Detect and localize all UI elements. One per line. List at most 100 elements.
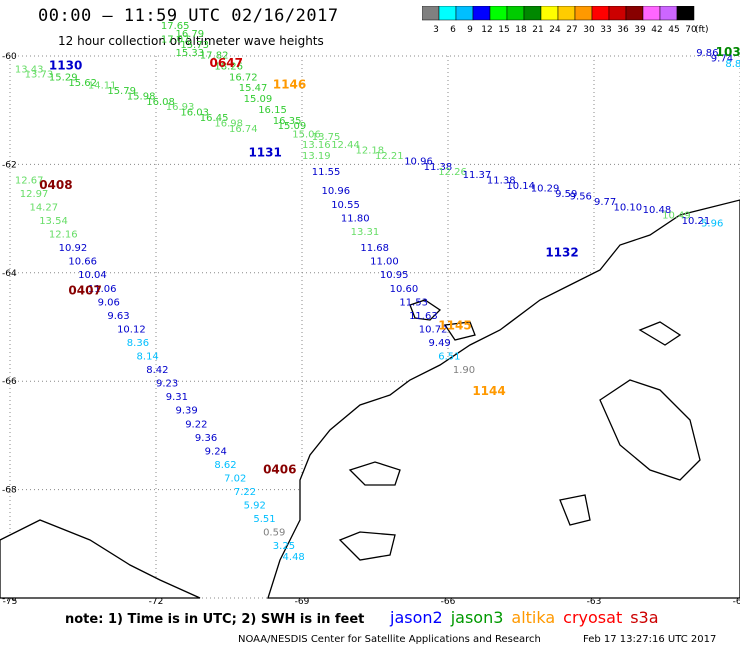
legend-label: 21 (532, 25, 543, 35)
wave-height-value: 9.56 (570, 192, 592, 203)
wave-height-value: 8.36 (127, 338, 149, 349)
longitude-tick-label: -60 (733, 597, 740, 605)
pass-time-label: 1131 (248, 145, 281, 159)
latitude-tick-label: -64 (2, 269, 17, 279)
credit-text: NOAA/NESDIS Center for Satellite Applica… (238, 634, 541, 645)
wave-height-value: 12.67 (15, 175, 44, 186)
wave-height-value: 16.98 (214, 118, 243, 129)
wave-height-value: 16.15 (258, 105, 287, 116)
wave-height-value: 10.55 (331, 200, 360, 211)
wave-height-value: 12.21 (375, 151, 404, 162)
longitude-tick-label: -63 (587, 597, 602, 605)
wave-height-value: 15.09 (244, 94, 273, 105)
wave-height-value: 9.31 (166, 392, 188, 403)
coastline-outline (599, 379, 701, 481)
pass-time-label: 103 (716, 45, 740, 59)
wave-height-value: 7.22 (234, 487, 256, 498)
coastline-outline (267, 199, 740, 599)
legend-label: 18 (515, 25, 527, 35)
wave-height-value: 0.59 (263, 528, 285, 539)
wave-height-value: 9.36 (195, 433, 217, 444)
footer-note: note: 1) Time is in UTC; 2) SWH is in fe… (65, 612, 365, 627)
legend-label: 9 (467, 25, 473, 35)
wave-height-value: 15.79 (107, 86, 136, 97)
wave-height-value: 10.14 (506, 181, 535, 192)
wave-height-value: 15.98 (127, 91, 156, 102)
wave-height-value: 9.77 (594, 197, 616, 208)
wave-height-value: 9.59 (555, 189, 577, 200)
wave-height-value: 17.65 (161, 21, 190, 32)
wave-height-value: 16.35 (273, 116, 302, 127)
wave-height-value: 10.29 (531, 184, 560, 195)
pass-time-label: 1130 (49, 59, 82, 73)
latitude-tick-label: -68 (2, 486, 17, 496)
wave-height-value: 16.79 (175, 29, 204, 40)
wave-height-value: 15.29 (49, 72, 78, 83)
wave-height-value: 11.55 (312, 167, 341, 178)
wave-height-value: 12.26 (438, 167, 467, 178)
wave-height-map[interactable]: -75 -72 -69 -66 -63 -60 -60 -62 -64 -66 -68 -70 13.4… (0, 0, 740, 605)
wave-height-value: 17.82 (200, 51, 229, 62)
coastline-outline (443, 321, 476, 341)
wave-height-value: 15.33 (175, 48, 204, 59)
wave-height-value: 9.24 (205, 446, 227, 457)
wave-height-value: 11.06 (88, 284, 117, 295)
wave-height-value: 13.75 (312, 132, 341, 143)
credit-timestamp: Feb 17 13:27:16 UTC 2017 (583, 634, 717, 645)
wave-height-value: 11.38 (487, 175, 516, 186)
wave-height-value: 15.62 (68, 78, 97, 89)
pass-time-label: 1146 (273, 78, 306, 92)
wave-height-value: 10.72 (419, 324, 448, 335)
wave-height-value: 10.04 (78, 270, 107, 281)
wave-height-value: 10.96 (321, 186, 350, 197)
wave-height-value: 10.66 (68, 257, 97, 268)
satellite-name: altika (511, 608, 556, 627)
page-title: 00:00 — 11:59 UTC 02/16/2017 (38, 6, 339, 26)
wave-height-value: 13.54 (39, 216, 68, 227)
coastline-outline (559, 494, 591, 526)
wave-height-value: 11.80 (341, 213, 370, 224)
wave-height-value: 10.49 (662, 211, 691, 222)
pass-time-label: 0408 (39, 178, 72, 192)
wave-height-value: 12.16 (49, 230, 78, 241)
wave-height-value: 8.14 (137, 352, 159, 363)
wave-height-value: 9.23 (156, 379, 178, 390)
wave-height-value: 8.42 (146, 365, 168, 376)
wave-height-value: 16.45 (200, 113, 229, 124)
wave-height-value: 3.25 (273, 541, 295, 552)
wave-height-value: 14.11 (88, 81, 117, 92)
coastline-outline (348, 461, 401, 486)
wave-height-value: 9.74 (711, 53, 733, 64)
pass-time-label: 1145 (438, 319, 471, 333)
legend-label: 36 (617, 25, 629, 35)
wave-height-value: 9.22 (185, 419, 207, 430)
wave-height-value: 8.62 (214, 460, 236, 471)
wave-height-value: 9.49 (429, 338, 451, 349)
wave-height-value: 5.51 (253, 514, 275, 525)
wave-height-value: 16.03 (180, 108, 209, 119)
wave-height-value: 10.10 (613, 202, 642, 213)
color-scale-legend: 3 6 9 12 15 18 21 24 27 30 33 36 39 42 45 70(ft) (422, 6, 709, 35)
page-subtitle: 12 hour collection of altimeter wave hei… (58, 34, 324, 48)
coastline-outline (338, 531, 396, 561)
wave-height-value: 9.63 (107, 311, 129, 322)
wave-height-value: 14.27 (29, 202, 58, 213)
satellite-legend: jason2 jason3 altika cryosat s3a (390, 608, 667, 627)
coastline-outline (0, 519, 201, 599)
wave-height-value: 13.19 (302, 151, 331, 162)
wave-height-value: 10.60 (390, 284, 419, 295)
legend-label: 12 (481, 25, 492, 35)
legend-label: 45 (668, 25, 679, 35)
wave-height-value: 13.43 (15, 64, 44, 75)
legend-label: 3 (433, 25, 439, 35)
longitude-tick-label: -69 (295, 597, 310, 605)
wave-height-value: 9.39 (175, 406, 197, 417)
wave-height-value: 5.92 (244, 501, 266, 512)
legend-label: 70 (685, 25, 697, 35)
pass-time-label: 0406 (263, 462, 296, 476)
wave-height-value: 10.92 (59, 243, 88, 254)
wave-height-value: 1.90 (453, 365, 475, 376)
coastline-outline (409, 299, 442, 321)
wave-height-value: 9.86 (696, 48, 718, 59)
legend-label: 27 (566, 25, 577, 35)
